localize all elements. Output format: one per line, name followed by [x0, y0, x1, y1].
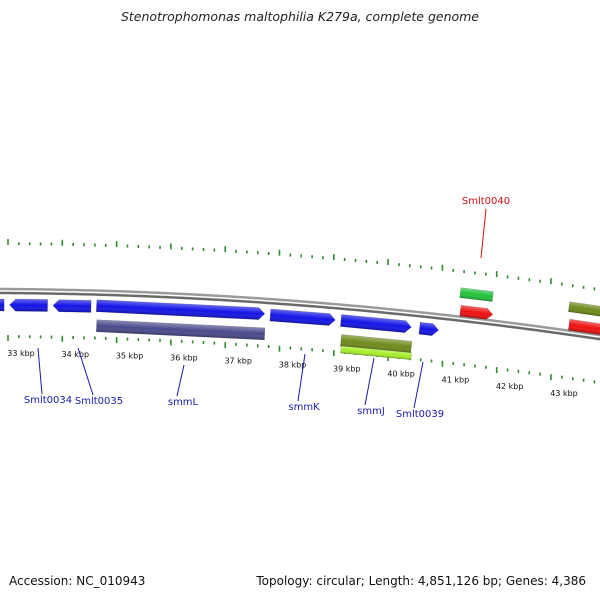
accession-label: Accession: NC_010943: [9, 574, 146, 588]
feature-shading: [269, 309, 336, 326]
gene-feature-f12[interactable]: [459, 304, 494, 320]
leader-line: [364, 357, 375, 406]
gene-feature-f6[interactable]: [340, 314, 412, 334]
gene-feature-f7[interactable]: [418, 321, 439, 336]
feature-shading: [568, 301, 600, 318]
leader-line: [176, 364, 185, 397]
leader-line: [297, 353, 306, 402]
feature-shading: [459, 305, 493, 320]
gene-feature-f3[interactable]: [52, 299, 92, 313]
feature-shading: [340, 334, 412, 354]
leader-line: [413, 361, 424, 409]
feature-layer: [0, 287, 600, 361]
gene-feature-f2[interactable]: [9, 298, 48, 312]
genome-summary: Topology: circular; Length: 4,851,126 bp…: [256, 574, 586, 588]
tick-label: 33 kbp: [7, 349, 35, 358]
tick-label-layer: 33 kbp 34 kbp 35 kbp 36 kbp 37 kbp 38 kbp 39 k…: [7, 349, 578, 398]
feature-shading: [53, 299, 92, 313]
gene-label[interactable]: Smlt0040: [462, 196, 510, 207]
tick-label: 42 kbp: [496, 382, 524, 391]
genome-backbone: [0, 287, 600, 341]
leader-line: [77, 347, 94, 396]
feature-shading: [0, 298, 5, 312]
gene-label[interactable]: Smlt0035: [75, 396, 123, 407]
tick-label: 41 kbp: [442, 375, 470, 384]
tick-label: 37 kbp: [224, 357, 252, 366]
feature-shading: [340, 314, 412, 333]
gene-label[interactable]: smmJ: [357, 406, 385, 417]
feature-shading: [96, 299, 265, 320]
feature-shading: [9, 299, 48, 312]
backbone-outer-line: [0, 287, 600, 337]
feature-shading: [96, 319, 265, 340]
inner-tick-ring: [7, 335, 596, 384]
leader-line: [37, 347, 43, 395]
gene-label[interactable]: smmK: [288, 402, 320, 413]
gene-label-layer: Smlt0034 Smlt0035 smmL smmK smmJ Smlt0039 Smlt…: [24, 196, 510, 420]
tick-label: 38 kbp: [279, 360, 307, 369]
leader-line: [480, 208, 487, 259]
gene-feature-f14[interactable]: [567, 318, 600, 336]
gene-feature-f11[interactable]: [459, 287, 494, 302]
tick-label: 39 kbp: [333, 365, 361, 374]
gene-label[interactable]: Smlt0039: [396, 409, 444, 420]
tick-label: 35 kbp: [116, 351, 144, 360]
gene-label[interactable]: Smlt0034: [24, 395, 72, 406]
gene-feature-f10[interactable]: [340, 345, 412, 361]
feature-shading: [340, 346, 412, 360]
feature-shading: [568, 319, 600, 336]
tick-label: 34 kbp: [62, 350, 90, 359]
gene-feature-f4[interactable]: [95, 299, 266, 320]
gene-label[interactable]: smmL: [168, 397, 199, 408]
feature-shading: [459, 287, 494, 302]
tick-label: 43 kbp: [550, 389, 578, 398]
gene-feature-f8[interactable]: [95, 319, 266, 341]
map-title: Stenotrophomonas maltophilia K279a, comp…: [120, 9, 480, 24]
gene-feature-f1[interactable]: [0, 298, 5, 312]
feature-shading: [418, 322, 439, 336]
tick-label: 40 kbp: [387, 370, 415, 379]
outer-tick-ring: [7, 239, 596, 291]
tick-label: 36 kbp: [170, 354, 198, 363]
backbone-inner-line: [0, 291, 600, 341]
gene-feature-f13[interactable]: [568, 301, 600, 319]
gene-feature-f5[interactable]: [269, 308, 336, 326]
